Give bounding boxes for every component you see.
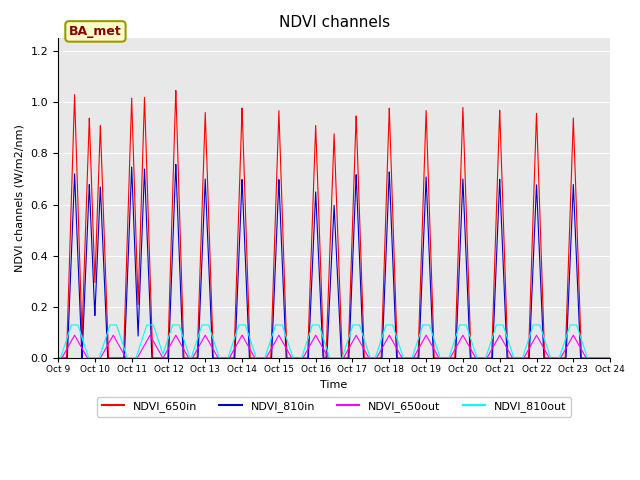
NDVI_650in [172, 87, 180, 93]
NDVI_810in [606, 355, 614, 361]
NDVI_650in [82, 220, 90, 226]
NDVI_650in [381, 244, 388, 250]
NDVI_810out [405, 355, 413, 361]
Line: NDVI_650in: NDVI_650in [58, 90, 610, 358]
NDVI_650in [606, 355, 614, 361]
NDVI_650out [71, 332, 79, 338]
NDVI_650in [54, 355, 62, 361]
NDVI_810out [606, 355, 614, 361]
NDVI_810in [405, 355, 413, 361]
NDVI_810out [493, 322, 500, 328]
NDVI_650out [381, 340, 388, 346]
Y-axis label: NDVI channels (W/m2/nm): NDVI channels (W/m2/nm) [15, 124, 25, 272]
NDVI_810out [381, 326, 388, 332]
NDVI_650out [54, 355, 62, 361]
NDVI_810in [381, 284, 388, 290]
NDVI_810in [493, 246, 500, 252]
NDVI_810out [463, 325, 471, 331]
NDVI_650in [254, 355, 262, 361]
NDVI_810in [172, 162, 180, 168]
NDVI_650out [254, 355, 262, 361]
NDVI_810out [67, 322, 75, 328]
NDVI_650in [405, 355, 413, 361]
NDVI_650in [493, 194, 500, 200]
NDVI_650out [463, 340, 471, 346]
Line: NDVI_650out: NDVI_650out [58, 335, 610, 358]
NDVI_810out [82, 347, 90, 352]
NDVI_650out [405, 355, 413, 361]
NDVI_810in [54, 355, 62, 361]
X-axis label: Time: Time [321, 380, 348, 390]
NDVI_810in [254, 355, 262, 361]
Line: NDVI_810in: NDVI_810in [58, 165, 610, 358]
Title: NDVI channels: NDVI channels [278, 15, 390, 30]
Text: BA_met: BA_met [69, 25, 122, 38]
NDVI_650out [606, 355, 614, 361]
NDVI_650in [463, 243, 471, 249]
NDVI_650out [493, 337, 500, 343]
Line: NDVI_810out: NDVI_810out [58, 325, 610, 358]
NDVI_650out [82, 352, 90, 358]
Legend: NDVI_650in, NDVI_810in, NDVI_650out, NDVI_810out: NDVI_650in, NDVI_810in, NDVI_650out, NDV… [97, 397, 571, 417]
NDVI_810out [254, 355, 262, 361]
NDVI_810in [82, 266, 90, 272]
NDVI_810out [54, 355, 62, 361]
NDVI_810in [463, 287, 471, 292]
